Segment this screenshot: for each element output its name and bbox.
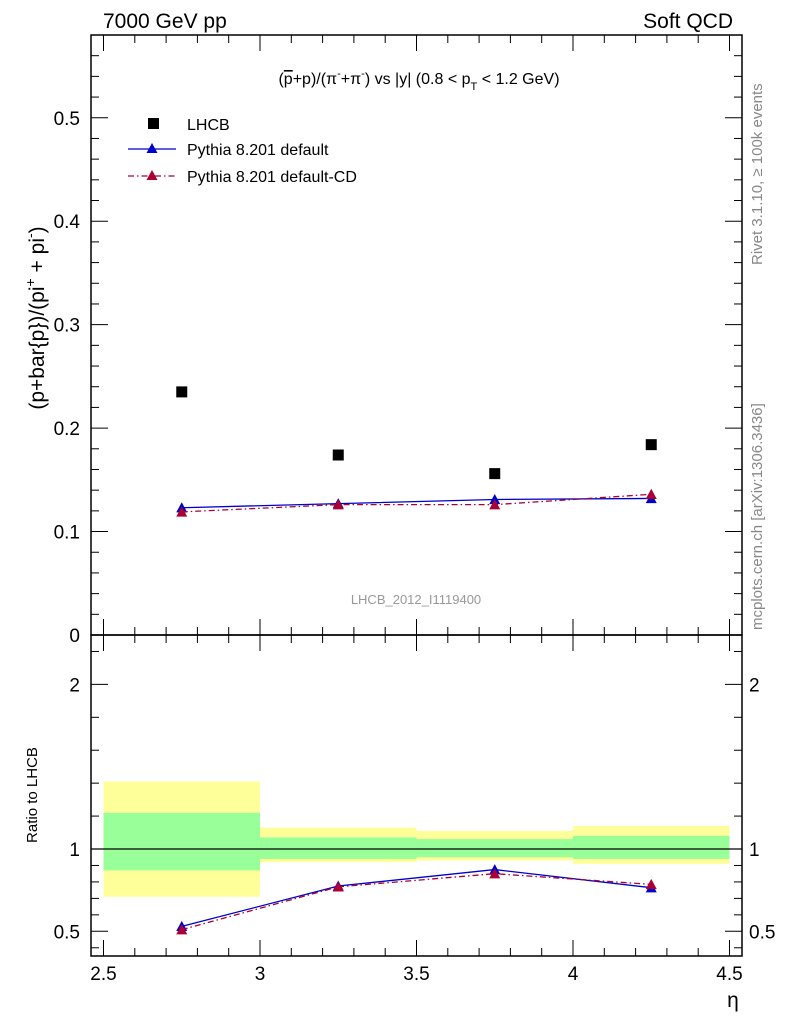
main-y-tick-label: 0.3 — [54, 316, 80, 337]
inner-uncertainty-band — [573, 835, 730, 859]
ylabel-part-2: + pi — [26, 238, 49, 278]
inner-uncertainty-band — [103, 812, 260, 871]
ylabel-part-4: ) — [26, 226, 49, 233]
header-left: 7000 GeV pp — [103, 10, 227, 33]
inner-uncertainty-band — [260, 837, 417, 859]
lhcb-data-point — [645, 439, 657, 451]
default-cd-series-marker — [332, 499, 344, 510]
ratio-default-cd-marker — [332, 881, 344, 892]
default-cd-series-marker — [176, 506, 188, 517]
ratio-y-tick-label-left: 2 — [69, 675, 80, 696]
mcplots-label: mcplots.cern.ch [arXiv:1306.3436] — [749, 403, 766, 630]
title-part-4: +π — [341, 71, 361, 88]
ratio-y-tick-label-left: 0.5 — [54, 922, 80, 943]
main-panel: 00.10.20.30.40.5 (p+p)/(π-+π-) vs |y| (0… — [22, 34, 743, 647]
ratio-default-cd-line — [181, 873, 652, 931]
legend-marker-default — [146, 143, 158, 153]
title-part-2: +p)/(π — [293, 71, 337, 88]
title-part-0: ( — [278, 71, 284, 88]
ratio-panel: 0.5 0.5 1 1 2 2 2.5 3 3.5 4 4.5 Ratio to LHCB η — [24, 634, 775, 1012]
ylabel-part-1: + — [22, 278, 38, 286]
ratio-default-line — [181, 868, 652, 927]
ratio-y-tick-label-left: 1 — [69, 840, 80, 861]
title-part-1: p — [284, 71, 293, 88]
title-part-3: - — [337, 68, 341, 80]
ratio-default-cd-marker — [645, 878, 657, 890]
x-tick-label: 2.5 — [90, 964, 116, 985]
x-tick-label: 4 — [568, 964, 579, 985]
x-tick-label: 3.5 — [403, 964, 429, 985]
legend-label-default-cd: Pythia 8.201 default-CD — [187, 169, 357, 186]
inner-uncertainty-band — [416, 839, 573, 858]
ratio-default-cd-marker — [176, 924, 188, 935]
default-cd-series-line — [181, 493, 652, 513]
main-plot-title: (p+p)/(π-+π-) vs |y| (0.8 < pT < 1.2 GeV… — [278, 68, 559, 93]
main-y-tick-label: 0.5 — [54, 109, 80, 130]
title-part-6: ) vs |y| (0.8 < p — [365, 71, 471, 88]
lhcb-data-point — [332, 449, 344, 461]
lhcb-data-point — [176, 386, 188, 398]
default-series-line — [181, 497, 652, 509]
header-right: Soft QCD — [643, 10, 733, 33]
main-y-axis-label: (p+bar{p})/(pi+ + pi-) — [22, 226, 49, 409]
title-part-8: < 1.2 GeV) — [477, 71, 559, 88]
ratio-uncertainty-bands — [91, 781, 742, 897]
ratio-panel-axes: 0.5 0.5 1 1 2 2 2.5 3 3.5 4 4.5 — [54, 635, 775, 985]
main-y-tick-label: 0.1 — [54, 523, 80, 544]
legend: LHCB Pythia 8.201 default Pythia 8.201 d… — [128, 117, 357, 186]
legend-marker-lhcb — [148, 118, 159, 129]
x-tick-label: 4.5 — [716, 964, 742, 985]
x-tick-label: 3 — [255, 964, 266, 985]
main-panel-axes: 0 0.1 0.2 0.3 0.4 0.5 — [54, 34, 742, 647]
ylabel-part-0: (p+bar{p})/(pi — [26, 286, 49, 409]
analysis-watermark: LHCB_2012_I1119400 — [351, 592, 481, 607]
ratio-y-tick-label-right: 0.5 — [749, 922, 775, 943]
legend-label-lhcb: LHCB — [187, 117, 230, 134]
main-y-tick-label: 0.4 — [54, 212, 81, 233]
title-part-5: - — [361, 68, 365, 80]
legend-marker-default-cd — [146, 170, 158, 180]
ylabel-part-3: - — [22, 233, 38, 238]
title-part-7: T — [471, 81, 478, 93]
rivet-version-label: Rivet 3.1.10, ≥ 100k events — [749, 83, 766, 265]
main-y-tick-label: 0 — [69, 626, 80, 647]
default-series-marker — [489, 493, 501, 505]
ratio-y-tick-label-right: 2 — [749, 675, 760, 696]
ratio-panel-marks — [176, 864, 657, 935]
main-panel-marks — [176, 386, 657, 517]
ratio-default-cd-marker — [489, 868, 501, 879]
x-axis-label: η — [727, 989, 739, 1012]
ratio-y-tick-label-right: 1 — [749, 840, 760, 861]
main-y-tick-label: 0.2 — [54, 419, 80, 440]
lhcb-data-point — [489, 468, 501, 480]
ratio-y-axis-label: Ratio to LHCB — [24, 747, 41, 843]
legend-label-default: Pythia 8.201 default — [187, 142, 329, 159]
default-cd-series-marker — [489, 499, 501, 510]
default-cd-series-marker — [645, 488, 657, 499]
